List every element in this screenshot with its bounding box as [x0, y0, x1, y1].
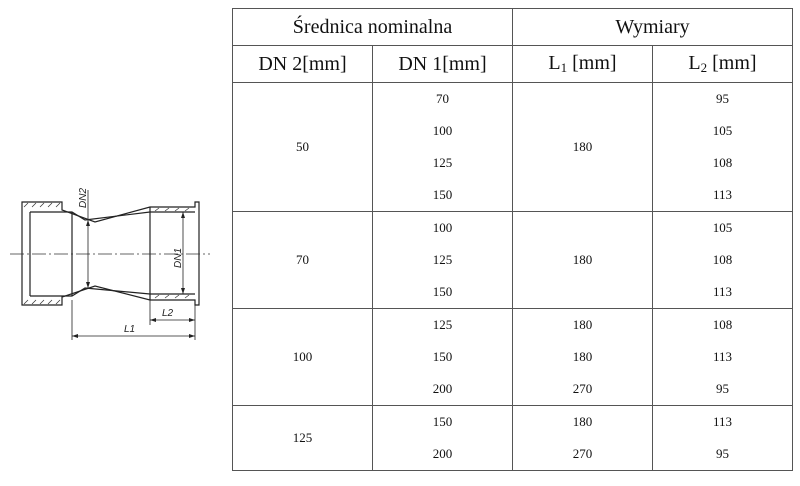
l2-cell: 113 95 [712, 414, 733, 461]
l2-cell: 108 113 95 [712, 317, 733, 396]
reducer-drawing: DN2 DN1 L2 L1 [10, 188, 210, 340]
col-l2-header: L2 [mm] [652, 45, 793, 83]
dn2-cell: 70 [232, 211, 373, 309]
l1-cell: 180 180 270 [572, 317, 593, 396]
dn1-cell: 100 125 150 [432, 220, 453, 299]
dn2-cell: 100 [232, 308, 373, 406]
dn1-cell: 150 200 [432, 414, 453, 461]
table-row: 100 125 150 200 180 180 270 108 113 95 [232, 308, 793, 406]
col-dn2-header: DN 2[mm] [232, 45, 373, 83]
l1-cell: 180 [512, 211, 653, 309]
l2-cell: 105 108 113 [712, 220, 733, 299]
dimensions-table: Średnica nominalna Wymiary DN 2[mm] DN 1… [232, 8, 793, 471]
l1-label: L1 [124, 324, 135, 335]
l2-label: L2 [162, 308, 174, 319]
col-l1-header: L1 [mm] [512, 45, 653, 83]
dn2-cell: 50 [232, 82, 373, 212]
col-dn1-header: DN 1[mm] [372, 45, 513, 83]
dn2-label: DN2 [78, 188, 89, 208]
table-row: 50 70 100 125 150 180 95 105 108 113 [232, 82, 793, 212]
dn1-label: DN1 [173, 248, 184, 268]
dimensions-header: Wymiary [512, 8, 793, 46]
l1-cell: 180 270 [572, 414, 593, 461]
l1-cell: 180 [512, 82, 653, 212]
l2-cell: 95 105 108 113 [712, 91, 733, 202]
table-row: 70 100 125 150 180 105 108 113 [232, 211, 793, 309]
dn2-cell: 125 [232, 405, 373, 471]
dn1-cell: 125 150 200 [432, 317, 453, 396]
table-row: 125 150 200 180 270 113 95 [232, 405, 793, 471]
dn1-cell: 70 100 125 150 [432, 91, 453, 202]
nominal-diameter-header: Średnica nominalna [232, 8, 513, 46]
